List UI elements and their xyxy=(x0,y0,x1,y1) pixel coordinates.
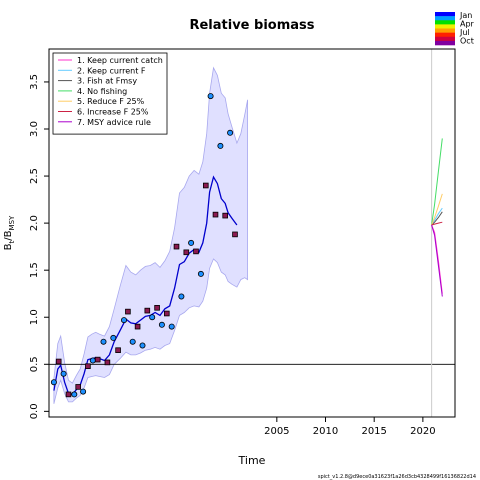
index2-point xyxy=(134,323,141,330)
y-axis-label-slash: /B xyxy=(3,230,14,240)
y-tick-label: 2.0 xyxy=(29,215,40,231)
legend-label-4: 4. No fishing xyxy=(77,87,127,96)
index1-point xyxy=(50,379,57,386)
legend-label-5: 5. Reduce F 25% xyxy=(77,97,145,106)
index2-point xyxy=(75,384,82,390)
season-label-jul: Jul xyxy=(459,28,470,37)
index2-point xyxy=(232,231,238,238)
confidence-band xyxy=(53,66,248,404)
y-axis-label: Bt/BMSY xyxy=(3,215,16,250)
y-axis-label-b: B xyxy=(3,243,14,250)
index2-point xyxy=(55,358,62,365)
y-tick-label: 1.0 xyxy=(29,309,40,325)
index2-point xyxy=(125,308,131,315)
index1-point xyxy=(149,314,156,321)
index1-point xyxy=(188,239,195,246)
plot-clip-group xyxy=(49,49,455,417)
index1-point xyxy=(129,338,136,345)
version-footer: spict_v1.2.8@d9ece0a31623f1a26d3cb432849… xyxy=(318,474,476,480)
season-color-block xyxy=(435,28,455,33)
index2-point xyxy=(115,347,121,353)
y-tick-label: 0.5 xyxy=(29,356,40,372)
forecast-line-7 xyxy=(431,224,443,297)
index2-point xyxy=(193,248,199,255)
index2-point xyxy=(85,363,91,369)
index1-point xyxy=(71,391,78,398)
forecast-line-4 xyxy=(431,138,443,226)
forecast-line-3 xyxy=(431,211,443,226)
index1-point xyxy=(139,342,146,349)
forecast-line-6 xyxy=(431,221,443,226)
season-color-block xyxy=(435,24,455,29)
season-color-block xyxy=(435,16,455,21)
season-color-block xyxy=(435,32,455,38)
forecast-line-2 xyxy=(431,207,443,226)
index1-point xyxy=(207,93,214,100)
index1-point xyxy=(110,334,117,341)
season-color-block xyxy=(435,12,455,17)
index2-point xyxy=(222,212,229,219)
index2-point xyxy=(104,359,111,366)
y-tick-label: 2.5 xyxy=(29,168,40,184)
plot-frame xyxy=(48,48,456,418)
index1-point xyxy=(100,338,107,345)
index1-point xyxy=(168,323,175,330)
index1-point xyxy=(80,388,87,395)
index1-point xyxy=(197,270,204,277)
legend-label-7: 7. MSY advice rule xyxy=(77,118,151,127)
index1-point xyxy=(121,317,128,324)
season-color-block xyxy=(435,20,455,25)
y-tick-label: 0.0 xyxy=(29,403,40,419)
season-label-jan: Jan xyxy=(459,11,472,20)
y-axis-label-msy: MSY xyxy=(8,215,16,230)
season-label-oct: Oct xyxy=(460,37,474,46)
index1-point xyxy=(60,370,67,377)
index2-point xyxy=(163,310,170,317)
index1-point xyxy=(227,129,234,136)
x-tick-label: 2010 xyxy=(313,426,338,437)
y-tick-label: 3.5 xyxy=(29,74,40,90)
legend-box xyxy=(52,52,168,135)
y-tick-label: 1.5 xyxy=(29,262,40,278)
index2-point xyxy=(144,307,151,314)
index1-point xyxy=(89,357,96,364)
x-tick-label: 2020 xyxy=(410,426,435,437)
legend-label-6: 6. Increase F 25% xyxy=(77,108,149,117)
index2-point xyxy=(173,243,180,250)
index1-point xyxy=(178,293,185,300)
index2-point xyxy=(183,249,190,256)
season-color-block xyxy=(435,36,455,42)
index2-point xyxy=(154,304,160,311)
plot-area: 2005 2010 2015 2020 0.0 0.5 1.0 1.5 2.0 2.5 3.0 3.5 xyxy=(29,48,456,437)
index2-point xyxy=(65,391,72,398)
legend-label-1: 1. Keep current catch xyxy=(77,56,163,65)
legend-label-2: 2. Keep current F xyxy=(77,66,146,75)
season-color-block xyxy=(435,40,455,46)
forecast-line-5 xyxy=(431,193,443,226)
season-label-apr: Apr xyxy=(460,20,475,29)
y-tick-label: 3.0 xyxy=(29,121,40,137)
index2-point xyxy=(212,211,219,218)
y-axis-label-t: t xyxy=(8,240,16,243)
index1-point xyxy=(217,142,224,149)
legend-label-3: 3. Fish at Fmsy xyxy=(77,77,137,86)
index1-point xyxy=(158,321,165,328)
x-axis-label: Time xyxy=(238,454,266,467)
x-tick-label: 2015 xyxy=(361,426,386,437)
index2-point xyxy=(202,182,209,189)
index2-point xyxy=(94,356,101,363)
x-tick-label: 2005 xyxy=(264,426,289,437)
chart-title: Relative biomass xyxy=(189,18,314,33)
